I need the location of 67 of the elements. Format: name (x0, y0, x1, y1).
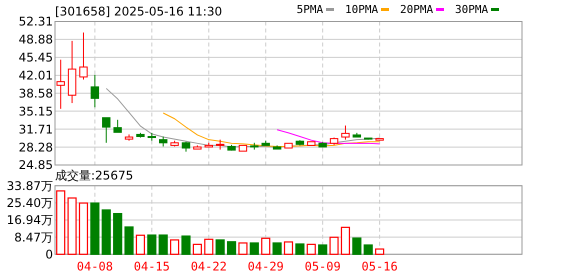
line-series (106, 88, 380, 148)
bar (78, 202, 88, 255)
bar (181, 235, 191, 255)
y-tick-label: 38.58 (18, 86, 53, 100)
bar (352, 237, 362, 255)
bar (238, 242, 248, 255)
chart-title: [301658] 2025-05-16 11:30 (55, 4, 222, 18)
y-tick-label: 8.47万 (14, 230, 53, 244)
candlestick (102, 117, 110, 144)
y-tick-label: 25.40万 (6, 196, 53, 210)
bar (158, 234, 168, 255)
bar (284, 241, 294, 255)
legend-label: 10PMA (345, 3, 378, 16)
bar (136, 234, 146, 255)
candlestick (159, 136, 168, 147)
bar (295, 243, 304, 255)
candlestick (216, 139, 224, 150)
y-tick-label: 48.88 (18, 32, 53, 47)
line-series (162, 112, 380, 147)
x-tick-label: 05-16 (362, 259, 398, 274)
bar (329, 236, 339, 255)
x-tick-label: 05-09 (304, 259, 341, 274)
bar (364, 244, 373, 255)
bar (261, 238, 270, 255)
bar (216, 239, 225, 255)
bar (56, 190, 66, 255)
line-series (276, 129, 380, 144)
x-tick-label: 04-08 (76, 259, 113, 274)
x-tick-label: 04-15 (134, 259, 170, 274)
bar (250, 242, 259, 255)
x-tick-label: 04-29 (248, 259, 284, 274)
bar (192, 244, 202, 255)
legend-label: 5PMA (296, 3, 324, 16)
bar (124, 226, 134, 255)
y-tick-label: 35.15 (18, 104, 53, 118)
candlestick (79, 32, 88, 80)
bar (147, 234, 156, 255)
candlestick (113, 119, 122, 133)
candlestick (56, 59, 65, 110)
y-tick-label: 52.31 (18, 14, 53, 29)
y-tick-label: 24.85 (18, 158, 53, 172)
bar (272, 242, 282, 255)
chart-title: 成交量:25675 (55, 168, 134, 183)
y-tick-label: 45.45 (18, 50, 53, 65)
candlestick (90, 74, 100, 108)
bar (68, 197, 77, 255)
bar (170, 239, 180, 255)
bar (226, 241, 236, 255)
bar (204, 238, 214, 255)
bar (113, 212, 122, 255)
y-tick-label: 16.94万 (6, 213, 53, 228)
bar (318, 244, 328, 255)
y-tick-label: 0 (45, 248, 53, 262)
legend-label: 20PMA (400, 3, 434, 16)
candlestick (341, 125, 350, 140)
y-tick-label: 31.71 (18, 122, 53, 136)
bar (90, 202, 100, 255)
y-tick-label: 33.87万 (6, 178, 53, 193)
bar (340, 226, 350, 255)
bar (102, 209, 111, 255)
candlestick (182, 141, 190, 152)
y-tick-label: 28.28 (18, 140, 53, 154)
legend-label: 30PMA (455, 3, 488, 16)
y-tick-label: 42.01 (18, 68, 53, 83)
bar (375, 248, 384, 255)
x-tick-label: 04-22 (190, 259, 227, 274)
bar (306, 244, 316, 255)
